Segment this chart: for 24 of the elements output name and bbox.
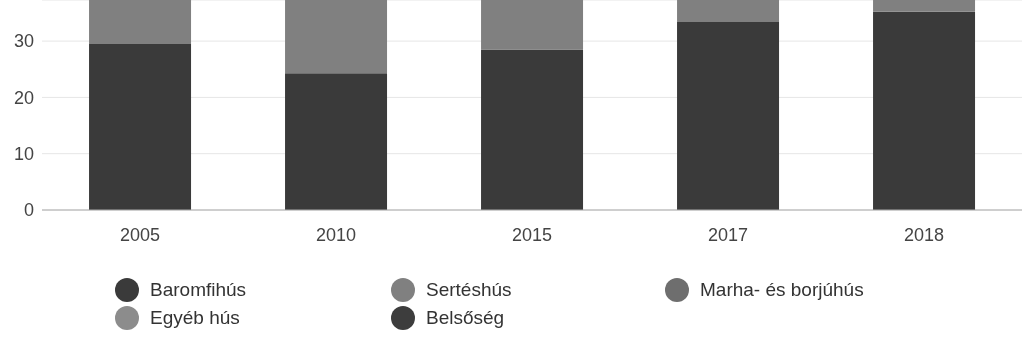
x-tick-label: 2017 — [707, 224, 749, 245]
bar — [481, 0, 584, 50]
y-tick-label: 20 — [13, 87, 34, 108]
bar — [285, 73, 388, 210]
legend-label: Egyéb hús — [150, 307, 240, 329]
x-tick-label: 2010 — [315, 224, 357, 245]
bar — [677, 0, 780, 22]
y-tick-label: 10 — [13, 144, 34, 165]
bar — [89, 43, 192, 210]
legend-label: Sertéshús — [426, 279, 512, 301]
bar — [481, 49, 584, 210]
legend-label: Belsőség — [426, 307, 505, 329]
bar — [89, 0, 192, 44]
x-tick-label: 2015 — [511, 224, 553, 245]
x-tick-label: 2005 — [119, 224, 161, 245]
bar — [285, 0, 388, 74]
bar — [873, 11, 976, 210]
y-tick-label: 30 — [13, 31, 34, 52]
bar — [677, 21, 780, 210]
legend-label: Marha- és borjúhús — [700, 279, 864, 301]
x-tick-label: 2018 — [903, 224, 945, 245]
legend-label: Baromfihús — [150, 279, 247, 301]
bar — [873, 0, 976, 12]
y-tick-label: 0 — [23, 200, 34, 221]
